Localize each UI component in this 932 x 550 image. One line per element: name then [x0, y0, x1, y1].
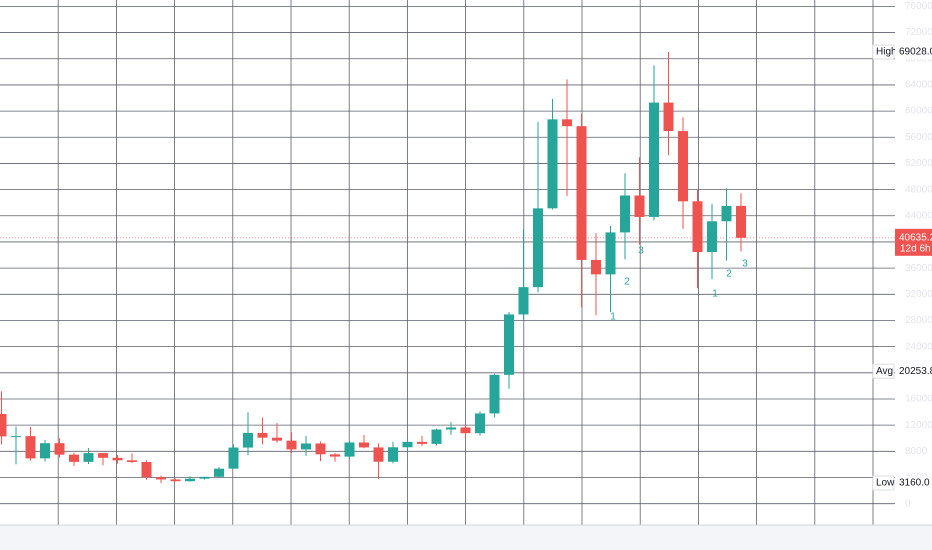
candle-body [649, 102, 659, 217]
candle-body [11, 436, 21, 438]
candle-body [156, 477, 166, 480]
y-tick-label: 28000 [905, 315, 932, 326]
candle-body [504, 314, 514, 375]
candle-body [620, 195, 630, 233]
candle-body [446, 427, 456, 430]
y-tick-label: 44000 [905, 210, 932, 221]
time-axis [0, 525, 932, 550]
candle-body [83, 453, 94, 462]
candle-body [127, 460, 137, 462]
candle-body [533, 208, 543, 288]
reference-label-box [872, 363, 895, 379]
candle-body [576, 126, 587, 260]
candle-body [402, 441, 413, 448]
y-tick-label: 12000 [905, 420, 932, 431]
reference-value: 20253.8 [899, 366, 932, 377]
wave-label: 3 [742, 259, 748, 270]
candle-body [489, 374, 500, 414]
y-tick-label: 56000 [905, 132, 932, 143]
candle-body [431, 429, 442, 444]
candle-body [228, 447, 239, 469]
countdown-label: 12d 6h [900, 243, 931, 254]
candle-body [330, 454, 340, 457]
y-tick-label: 36000 [905, 263, 932, 274]
candle-body [54, 443, 65, 455]
y-tick-label: 76000 [905, 1, 932, 12]
candle-body [373, 447, 384, 462]
candle-body [344, 442, 355, 457]
y-tick-label: 60000 [905, 106, 932, 117]
reference-label-box [872, 475, 895, 491]
candle-body [185, 478, 195, 482]
last-price-label: 40635.2 [899, 232, 932, 243]
wave-label: 2 [726, 269, 732, 280]
y-tick-label: 16000 [905, 394, 932, 405]
candle-body [605, 232, 616, 275]
candle-body [141, 461, 152, 478]
reference-value: 3160.0 [899, 478, 930, 489]
wave-label: 1 [610, 312, 616, 323]
candle-body [170, 479, 181, 482]
candle-body [547, 119, 558, 209]
candle-body [460, 427, 471, 434]
reference-label: Low [876, 478, 895, 489]
wave-label: 3 [638, 246, 644, 257]
candle-body [0, 413, 7, 437]
candle-body [591, 259, 601, 275]
candle-body [388, 447, 398, 462]
candle-body [359, 442, 369, 448]
candle-body [663, 102, 674, 132]
candle-body [214, 468, 224, 477]
candle-body [112, 457, 123, 461]
reference-value-box [895, 364, 932, 379]
candle-body [199, 476, 210, 479]
y-tick-label: 72000 [905, 27, 932, 38]
candle-body [634, 195, 645, 217]
reference-label: High [876, 47, 897, 58]
y-tick-label: 32000 [905, 289, 932, 300]
candle-body [707, 221, 717, 252]
candle-body [286, 440, 297, 450]
reference-value: 69028.0 [899, 47, 932, 58]
candle-body [721, 205, 732, 222]
candle-body [417, 441, 427, 444]
y-tick-label: 0 [905, 498, 911, 509]
candle-body [272, 437, 282, 441]
candle-body [736, 205, 746, 238]
y-tick-label: 64000 [905, 80, 932, 91]
candle-body [40, 443, 50, 459]
candle-body [315, 443, 326, 455]
candle-body [69, 454, 79, 462]
candle-body [475, 413, 485, 434]
wave-label: 2 [624, 277, 630, 288]
wave-label: 1 [712, 289, 718, 300]
candle-body [301, 443, 311, 450]
candle-body [518, 287, 529, 315]
reference-value-box [895, 475, 932, 490]
candle-body [562, 119, 572, 127]
candle-body [692, 201, 703, 252]
reference-value-box [895, 45, 932, 60]
reference-label-box [872, 44, 895, 60]
candle-body [243, 432, 253, 448]
candle-body [678, 131, 688, 202]
y-tick-label: 48000 [905, 184, 932, 195]
last-price-box [895, 228, 932, 256]
y-tick-label: 8000 [905, 446, 928, 457]
y-tick-label: 24000 [905, 341, 932, 352]
y-tick-label: 52000 [905, 158, 932, 169]
reference-label: Avg [876, 366, 893, 377]
candle-body [98, 453, 108, 458]
candle-body [257, 432, 268, 438]
candle-body [25, 436, 36, 459]
